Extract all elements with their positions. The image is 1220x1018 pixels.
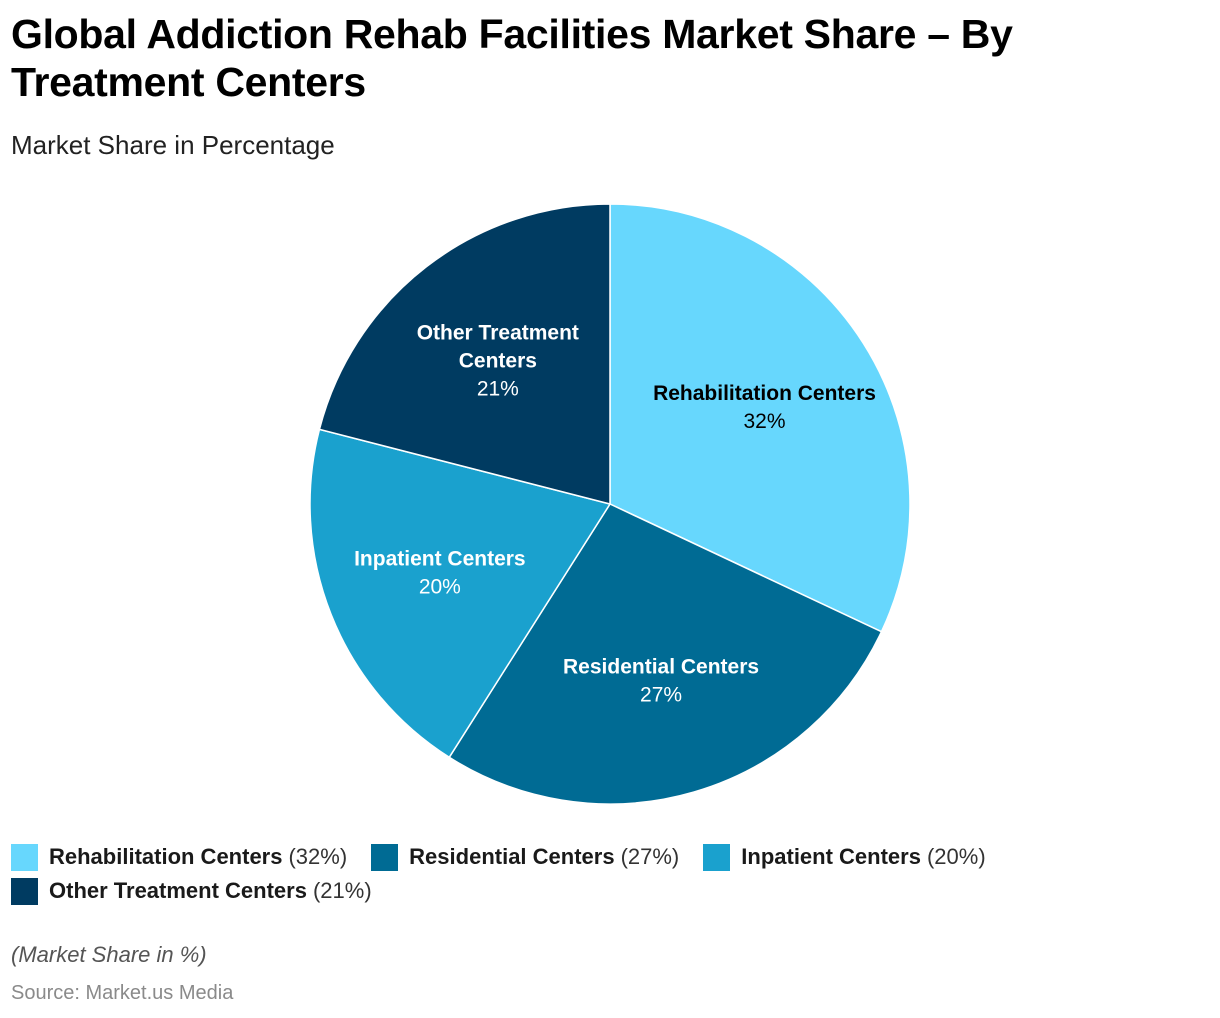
legend-value: (20%) bbox=[926, 844, 986, 869]
slice-label-value: 20% bbox=[419, 575, 461, 598]
legend-swatch bbox=[11, 843, 38, 871]
legend-value: (27%) bbox=[620, 844, 680, 869]
slice-label-name: Centers bbox=[459, 349, 537, 372]
legend-value: (32%) bbox=[288, 844, 348, 869]
legend-value: (21%) bbox=[312, 878, 372, 903]
chart-subtitle: Market Share in Percentage bbox=[11, 130, 335, 160]
legend-label: Other Treatment Centers bbox=[49, 878, 307, 903]
slice-label-value: 27% bbox=[640, 684, 682, 707]
pie-chart: Rehabilitation Centers 32% Residential Cen… bbox=[309, 203, 911, 805]
chart-title: Global Addiction Rehab Facilities Market… bbox=[11, 11, 1013, 105]
legend-item-residential-centers: Residential Centers (27%) bbox=[371, 842, 679, 872]
legend-swatch bbox=[703, 843, 731, 871]
legend-item-inpatient-centers: Inpatient Centers (20%) bbox=[703, 842, 986, 872]
pie-slice-rehabilitation-centers bbox=[609, 203, 911, 633]
chart-note: (Market Share in %) bbox=[11, 942, 207, 967]
slice-label-name: Other Treatment bbox=[417, 321, 579, 344]
pie-slice-other-treatment-centers bbox=[318, 203, 611, 505]
slice-label-name: Inpatient Centers bbox=[354, 547, 526, 570]
slice-label-residential-centers: Residential Centers 27% bbox=[563, 656, 759, 707]
legend-swatch bbox=[371, 843, 399, 871]
slice-label-name: Rehabilitation Centers bbox=[653, 382, 876, 405]
pie-slice-residential-centers bbox=[448, 503, 883, 805]
legend-label: Inpatient Centers bbox=[741, 844, 921, 869]
slice-label-inpatient-centers: Inpatient Centers 20% bbox=[354, 547, 526, 598]
slice-label-value: 21% bbox=[477, 377, 519, 400]
legend-item-rehabilitation-centers: Rehabilitation Centers (32%) bbox=[11, 842, 347, 872]
chart-legend: Rehabilitation Centers (32%) Residential C… bbox=[11, 842, 1201, 906]
pie-slice-inpatient-centers bbox=[309, 428, 612, 759]
chart-source: Source: Market.us Media bbox=[11, 982, 234, 1004]
slice-label-rehabilitation-centers: Rehabilitation Centers 32% bbox=[653, 382, 876, 433]
slice-label-other-treatment-centers: Other Treatment Centers 21% bbox=[417, 321, 579, 400]
legend-swatch bbox=[11, 877, 38, 905]
legend-item-other-treatment-centers: Other Treatment Centers (21%) bbox=[11, 876, 372, 906]
legend-label: Rehabilitation Centers bbox=[49, 844, 283, 869]
slice-label-value: 32% bbox=[743, 410, 785, 433]
legend-label: Residential Centers bbox=[409, 844, 615, 869]
slice-label-name: Residential Centers bbox=[563, 656, 759, 679]
